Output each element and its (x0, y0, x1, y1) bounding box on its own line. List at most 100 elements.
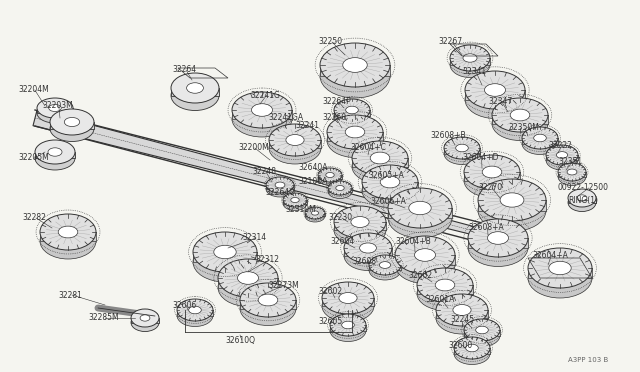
Text: 32604+B: 32604+B (395, 237, 431, 247)
Text: 32606: 32606 (172, 301, 196, 310)
Polygon shape (436, 310, 488, 318)
Ellipse shape (370, 152, 390, 164)
Ellipse shape (463, 54, 477, 62)
Text: 32241: 32241 (295, 121, 319, 129)
Ellipse shape (444, 142, 480, 164)
Polygon shape (334, 110, 370, 115)
Ellipse shape (252, 104, 273, 116)
Ellipse shape (291, 198, 300, 202)
Polygon shape (417, 285, 473, 294)
Ellipse shape (388, 198, 452, 238)
Ellipse shape (415, 249, 435, 261)
Ellipse shape (478, 189, 546, 231)
Polygon shape (218, 278, 278, 288)
Ellipse shape (465, 80, 525, 119)
FancyBboxPatch shape (131, 318, 159, 323)
Ellipse shape (492, 106, 548, 141)
Text: 32241G: 32241G (250, 90, 280, 99)
Polygon shape (454, 348, 490, 353)
Ellipse shape (327, 115, 383, 149)
Ellipse shape (464, 324, 500, 346)
Polygon shape (352, 158, 408, 167)
Polygon shape (546, 155, 578, 160)
Ellipse shape (546, 150, 578, 170)
Polygon shape (33, 110, 491, 239)
Ellipse shape (522, 127, 558, 149)
Ellipse shape (327, 124, 383, 157)
Polygon shape (464, 172, 520, 180)
Polygon shape (444, 148, 480, 154)
Polygon shape (305, 213, 325, 216)
Ellipse shape (395, 236, 455, 274)
Polygon shape (330, 325, 366, 330)
Ellipse shape (380, 176, 400, 188)
Ellipse shape (336, 186, 344, 190)
Ellipse shape (464, 164, 520, 198)
Ellipse shape (395, 246, 455, 283)
Polygon shape (362, 182, 418, 190)
Text: RING(1): RING(1) (568, 196, 598, 205)
Polygon shape (464, 330, 500, 336)
Ellipse shape (478, 179, 546, 221)
Ellipse shape (436, 294, 488, 326)
Ellipse shape (48, 148, 62, 156)
Ellipse shape (187, 83, 204, 93)
Text: 32606+A: 32606+A (370, 198, 406, 206)
Text: A3PP 103 B: A3PP 103 B (568, 357, 608, 363)
Ellipse shape (466, 344, 478, 352)
Ellipse shape (500, 193, 524, 207)
Polygon shape (478, 200, 546, 211)
Ellipse shape (417, 276, 473, 311)
Text: 32205M: 32205M (18, 154, 49, 163)
Ellipse shape (450, 45, 490, 71)
Text: 32604+D: 32604+D (462, 154, 499, 163)
Text: 32204M: 32204M (18, 86, 49, 94)
Text: 32602: 32602 (318, 288, 342, 296)
Text: 32350M: 32350M (508, 124, 539, 132)
Ellipse shape (362, 173, 418, 208)
Ellipse shape (360, 243, 376, 253)
Ellipse shape (369, 260, 401, 280)
Ellipse shape (492, 98, 548, 132)
Polygon shape (344, 248, 392, 256)
Ellipse shape (522, 132, 558, 154)
Ellipse shape (40, 223, 96, 259)
Ellipse shape (218, 269, 278, 307)
Ellipse shape (454, 343, 490, 365)
Text: 32264Q: 32264Q (265, 187, 295, 196)
Polygon shape (334, 222, 386, 230)
Polygon shape (232, 110, 292, 119)
Text: 32100A: 32100A (298, 177, 328, 186)
Ellipse shape (269, 132, 321, 164)
Ellipse shape (346, 106, 358, 114)
Ellipse shape (436, 302, 488, 334)
Ellipse shape (334, 99, 370, 121)
Polygon shape (492, 115, 548, 124)
Polygon shape (522, 138, 558, 144)
Ellipse shape (171, 80, 219, 110)
Ellipse shape (286, 135, 304, 145)
Ellipse shape (380, 262, 390, 268)
Ellipse shape (528, 248, 592, 288)
Text: 32241GA: 32241GA (268, 113, 303, 122)
Text: 32347: 32347 (488, 97, 512, 106)
Text: 32267: 32267 (438, 38, 462, 46)
Text: 32602: 32602 (408, 270, 432, 279)
Ellipse shape (269, 124, 321, 156)
Polygon shape (322, 298, 374, 306)
Ellipse shape (171, 73, 219, 103)
Text: 32608+A: 32608+A (468, 224, 504, 232)
Ellipse shape (37, 98, 73, 118)
Ellipse shape (568, 189, 596, 207)
Ellipse shape (322, 282, 374, 314)
FancyBboxPatch shape (50, 122, 94, 128)
Ellipse shape (567, 169, 577, 175)
Ellipse shape (546, 145, 578, 165)
Ellipse shape (534, 134, 547, 142)
Text: 32314: 32314 (242, 234, 266, 243)
Text: 32270: 32270 (478, 183, 502, 192)
Polygon shape (320, 65, 390, 76)
Polygon shape (193, 252, 257, 262)
Ellipse shape (131, 314, 159, 331)
Ellipse shape (558, 163, 586, 181)
